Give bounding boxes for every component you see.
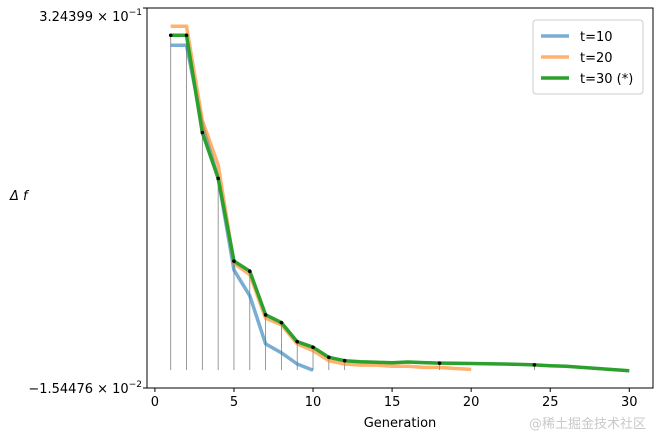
y-bottom-label: −1.54476 × 10−2 (28, 380, 142, 397)
marker-dot (532, 363, 537, 367)
watermark-text: @稀土掘金技术社区 (528, 417, 646, 432)
x-tick-label: 5 (230, 395, 238, 410)
marker-dot (263, 313, 268, 317)
x-tick-label: 10 (305, 395, 322, 410)
y-top-label: 3.24399 × 10−1 (39, 8, 142, 25)
marker-dot (327, 355, 331, 360)
legend: t=10 t=20 t=30 (*) (532, 19, 644, 95)
x-tick-label: 15 (384, 395, 401, 410)
legend-entry-label: t=10 (580, 30, 613, 45)
y-axis-label: Δ f (9, 189, 30, 204)
marker-dot (200, 130, 205, 135)
series-line-2 (170, 24, 472, 372)
marker-dot (247, 269, 252, 274)
marker-dot (437, 361, 442, 365)
marker-dot (279, 320, 284, 325)
marker-dot (342, 358, 347, 363)
marker-dot (232, 259, 236, 263)
marker-dot (184, 33, 189, 38)
marker-dot (216, 176, 220, 181)
plot-frame (146, 7, 654, 389)
series-line-1 (170, 43, 314, 372)
marker-dot (311, 345, 315, 350)
legend-box (532, 19, 644, 95)
legend-entry-label: t=30 (*) (580, 72, 633, 87)
x-tick-label: 30 (621, 395, 638, 410)
x-tick-label: 20 (463, 395, 480, 410)
marker-dot (168, 33, 173, 38)
x-tick-label: 0 (151, 395, 159, 410)
series-line-3 (170, 33, 630, 373)
x-axis-label: Generation (364, 416, 437, 431)
marker-dot (295, 339, 300, 344)
legend-entry-label: t=20 (580, 51, 613, 66)
x-tick-label: 25 (542, 395, 559, 410)
